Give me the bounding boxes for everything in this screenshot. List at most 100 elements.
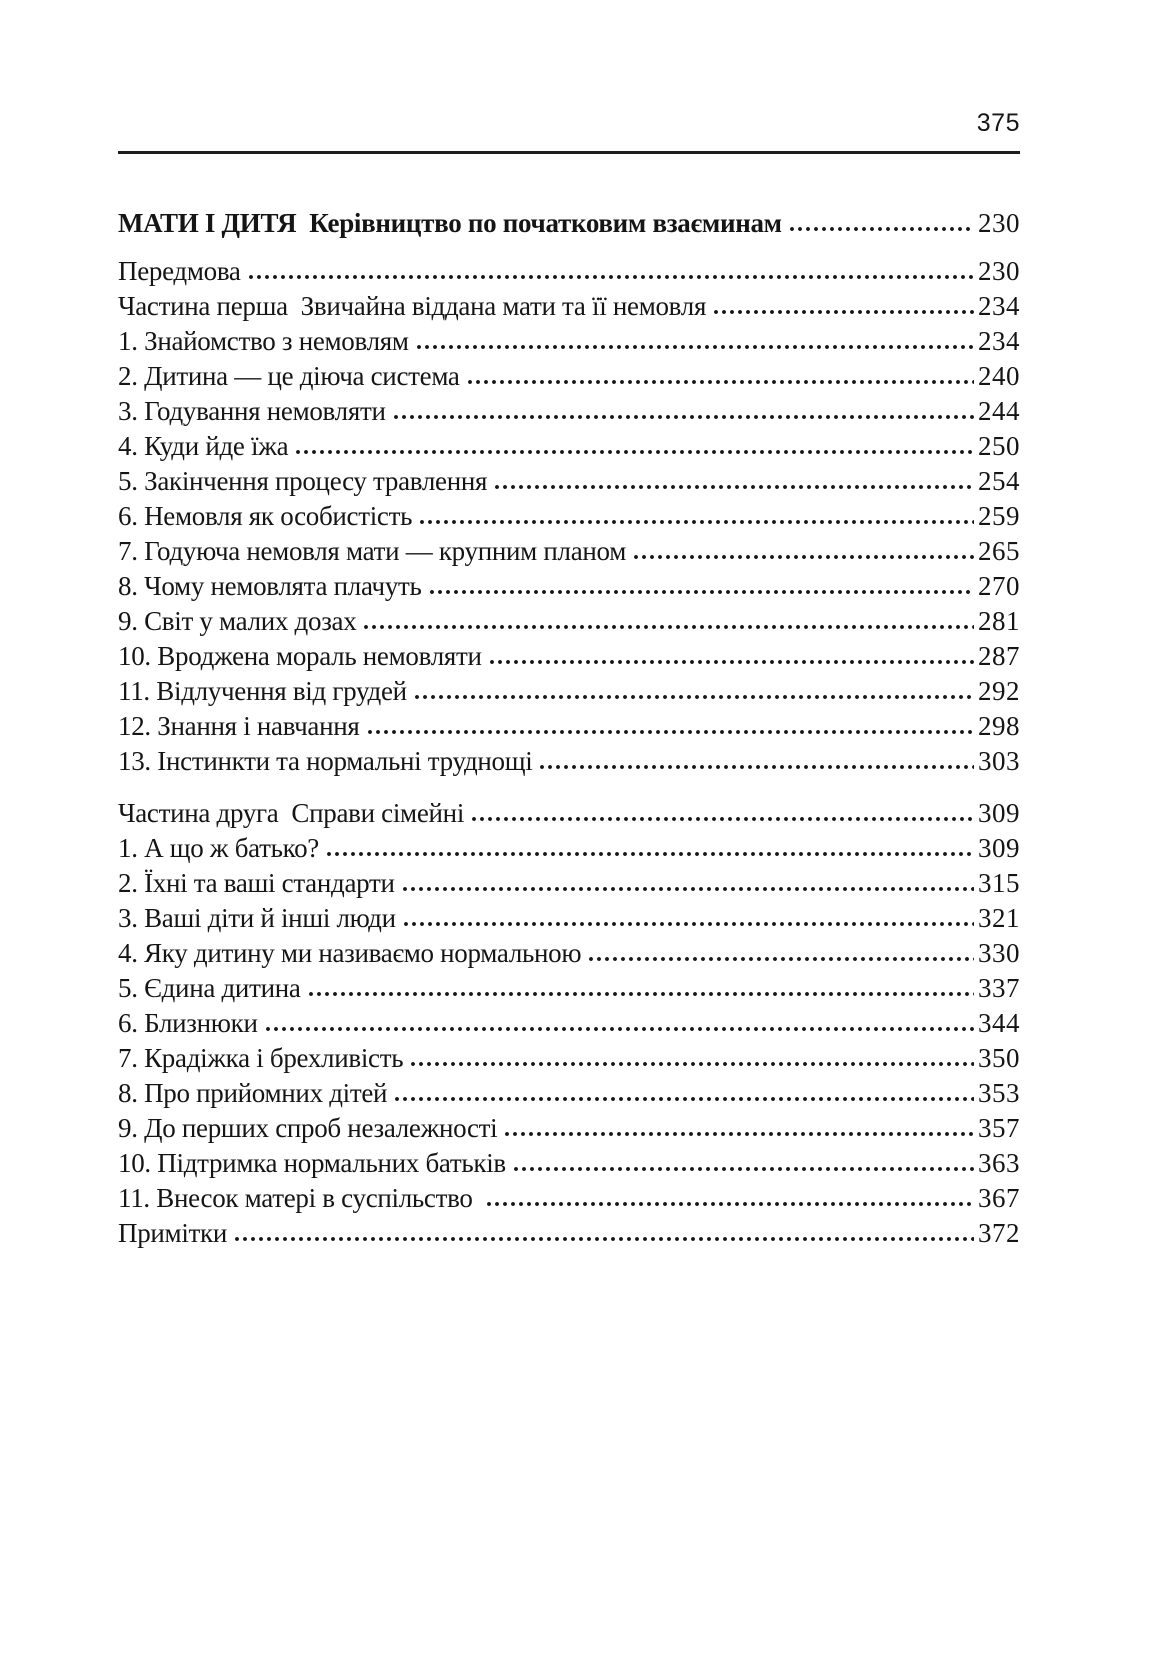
dot-leader <box>538 763 974 770</box>
toc-entry: 9. Світ у малих дозах 281 <box>118 604 1020 639</box>
dot-leader <box>485 1200 974 1207</box>
toc-entry-page: 234 <box>978 290 1020 321</box>
dot-leader <box>465 378 974 385</box>
toc-entry: 8. Чому немовлята плачуть 270 <box>118 569 1020 604</box>
dot-leader <box>487 658 974 665</box>
toc-entry-page: 240 <box>978 360 1020 391</box>
toc-entry: 12. Знання і навчання 298 <box>118 709 1020 744</box>
toc-entry-page: 350 <box>978 1042 1020 1073</box>
toc-entry-label: 10. Підтримка нормальних батьків <box>118 1147 506 1178</box>
toc-entry-label: Частина друга Справи сімейні <box>118 797 465 828</box>
toc-entry-label: Частина перша Звичайна віддана мати та ї… <box>118 290 707 321</box>
toc-entry-label: 10. Вроджена мораль немовляти <box>118 640 482 671</box>
toc-entry-label: 6. Близнюки <box>118 1007 258 1038</box>
dot-leader <box>414 343 974 350</box>
dot-leader <box>246 273 974 280</box>
toc-entry: 7. Годуюча немовля мати — крупним планом… <box>118 534 1020 569</box>
toc-entry-page: 367 <box>978 1182 1020 1213</box>
toc-entry-label: 8. Про прийомних дітей <box>118 1077 388 1108</box>
toc-entry-label: 9. Світ у малих дозах <box>118 605 357 636</box>
dot-leader <box>787 225 974 232</box>
toc-entry: 13. Інстинкти та нормальні труднощі 303 <box>118 744 1020 779</box>
toc-entry: 8. Про прийомних дітей 353 <box>118 1076 1020 1111</box>
dot-leader <box>233 1235 974 1242</box>
toc-entry-label: 3. Ваші діти й інші люди <box>118 902 396 933</box>
toc-entry: 5. Закінчення процесу травлення 254 <box>118 464 1020 499</box>
toc-entry-label: 7. Годуюча немовля мати — крупним планом <box>118 535 627 566</box>
toc-entry: 6. Немовля як особистість 259 <box>118 499 1020 534</box>
dot-leader <box>393 1095 974 1102</box>
toc-entry-page: 315 <box>978 867 1020 898</box>
dot-leader <box>400 885 974 892</box>
toc-entry: Частина перша Звичайна віддана мати та ї… <box>118 289 1020 324</box>
toc-entry-label: 12. Знання і навчання <box>118 710 360 741</box>
toc-entry-label: Передмова <box>118 255 241 286</box>
toc-entry-label: 7. Крадіжка і брехливість <box>118 1042 404 1073</box>
toc-entry: 10. Вроджена мораль немовляти 287 <box>118 639 1020 674</box>
toc-entry: 4. Яку дитину ми називаємо нормальною 33… <box>118 936 1020 971</box>
toc-entry-label: 9. До перших спроб незалежності <box>118 1112 498 1143</box>
dot-leader <box>294 448 974 455</box>
toc-entry-label: 3. Годування немовляти <box>118 395 386 426</box>
toc-entry-page: 281 <box>978 605 1020 636</box>
header-rule <box>118 150 1020 154</box>
toc-entry: 11. Внесок матері в суспільство 367 <box>118 1181 1020 1216</box>
toc-entry: 10. Підтримка нормальних батьків 363 <box>118 1146 1020 1181</box>
toc-entry: 1. А що ж батько? 309 <box>118 831 1020 866</box>
toc-entry-label: 6. Немовля як особистість <box>118 500 413 531</box>
toc-entry: 6. Близнюки 344 <box>118 1006 1020 1041</box>
toc-entry: 2. Дитина — це діюча система 240 <box>118 359 1020 394</box>
dot-leader <box>391 413 974 420</box>
dot-leader <box>470 815 974 822</box>
toc-entry: 3. Годування немовляти 244 <box>118 394 1020 429</box>
toc-entry-page: 270 <box>978 570 1020 601</box>
toc-entry-page: 330 <box>978 937 1020 968</box>
toc-entry-label: 11. Внесок матері в суспільство <box>118 1182 480 1213</box>
toc-entry-page: 298 <box>978 710 1020 741</box>
toc-entry: 4. Куди йде їжа 250 <box>118 429 1020 464</box>
dot-leader <box>306 990 974 997</box>
running-head: 375 <box>118 0 1020 154</box>
toc-entry-page: 303 <box>978 745 1020 776</box>
toc-entry-page: 254 <box>978 465 1020 496</box>
toc-entry: Передмова 230 <box>118 254 1020 289</box>
toc-entry: 7. Крадіжка і брехливість 350 <box>118 1041 1020 1076</box>
toc-entry-label: 2. Їхні та ваші стандарти <box>118 867 395 898</box>
toc-entry-label: 8. Чому немовлята плачуть <box>118 570 422 601</box>
toc-entry: 2. Їхні та ваші стандарти 315 <box>118 866 1020 901</box>
toc-entry-page: 309 <box>978 832 1020 863</box>
toc-entry-page: 234 <box>978 325 1020 356</box>
toc-entry-page: 287 <box>978 640 1020 671</box>
table-of-contents: МАТИ І ДИТЯ Керівництво по початковим вз… <box>118 206 1020 1251</box>
toc-entry-page: 372 <box>978 1217 1020 1248</box>
toc-entry-label: Примітки <box>118 1217 228 1248</box>
toc-entry-page: 309 <box>978 797 1020 828</box>
toc-entry-page: 363 <box>978 1147 1020 1178</box>
toc-title-label: МАТИ І ДИТЯ Керівництво по початковим вз… <box>118 207 782 238</box>
dot-leader <box>493 483 974 490</box>
dot-leader <box>362 623 974 630</box>
dot-leader <box>418 518 974 525</box>
toc-entry: Частина друга Справи сімейні 309 <box>118 796 1020 831</box>
toc-entry-label: 4. Куди йде їжа <box>118 430 289 461</box>
toc-entry: 9. До перших спроб незалежності 357 <box>118 1111 1020 1146</box>
toc-entry-page: 244 <box>978 395 1020 426</box>
dot-leader <box>712 308 974 315</box>
dot-leader <box>263 1025 974 1032</box>
toc-entry-page: 250 <box>978 430 1020 461</box>
toc-entry-page: 337 <box>978 972 1020 1003</box>
toc-entry-page: 259 <box>978 500 1020 531</box>
dot-leader <box>503 1130 974 1137</box>
dot-leader <box>324 850 974 857</box>
toc-entry-label: 11. Відлучення від грудей <box>118 675 407 706</box>
toc-title-row: МАТИ І ДИТЯ Керівництво по початковим вз… <box>118 206 1020 241</box>
toc-entry-label: 13. Інстинкти та нормальні труднощі <box>118 745 533 776</box>
toc-entry-label: 4. Яку дитину ми називаємо нормальною <box>118 937 582 968</box>
toc-entry-page: 321 <box>978 902 1020 933</box>
dot-leader <box>427 588 974 595</box>
dot-leader <box>409 1060 974 1067</box>
dot-leader <box>401 920 974 927</box>
dot-leader <box>365 728 974 735</box>
toc-entry-label: 5. Єдина дитина <box>118 972 301 1003</box>
